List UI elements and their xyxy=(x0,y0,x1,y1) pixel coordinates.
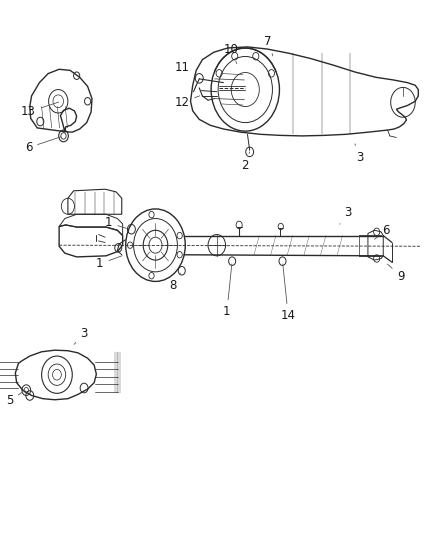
Text: 6: 6 xyxy=(25,137,61,154)
Text: 10: 10 xyxy=(223,43,238,63)
Text: 6: 6 xyxy=(374,224,390,239)
Text: 3: 3 xyxy=(74,327,88,344)
Text: 8: 8 xyxy=(170,273,180,292)
Text: 14: 14 xyxy=(281,264,296,322)
Text: 5: 5 xyxy=(6,392,23,407)
Text: 12: 12 xyxy=(174,96,200,109)
Text: 1: 1 xyxy=(223,264,232,318)
Text: 7: 7 xyxy=(264,35,273,56)
Text: 11: 11 xyxy=(174,61,195,75)
Text: 13: 13 xyxy=(21,102,59,118)
Text: 3: 3 xyxy=(355,144,364,164)
Text: 2: 2 xyxy=(240,152,250,172)
Text: 1: 1 xyxy=(96,256,122,270)
Text: 9: 9 xyxy=(388,264,405,282)
Text: 3: 3 xyxy=(340,206,352,224)
Text: 1: 1 xyxy=(105,216,127,229)
